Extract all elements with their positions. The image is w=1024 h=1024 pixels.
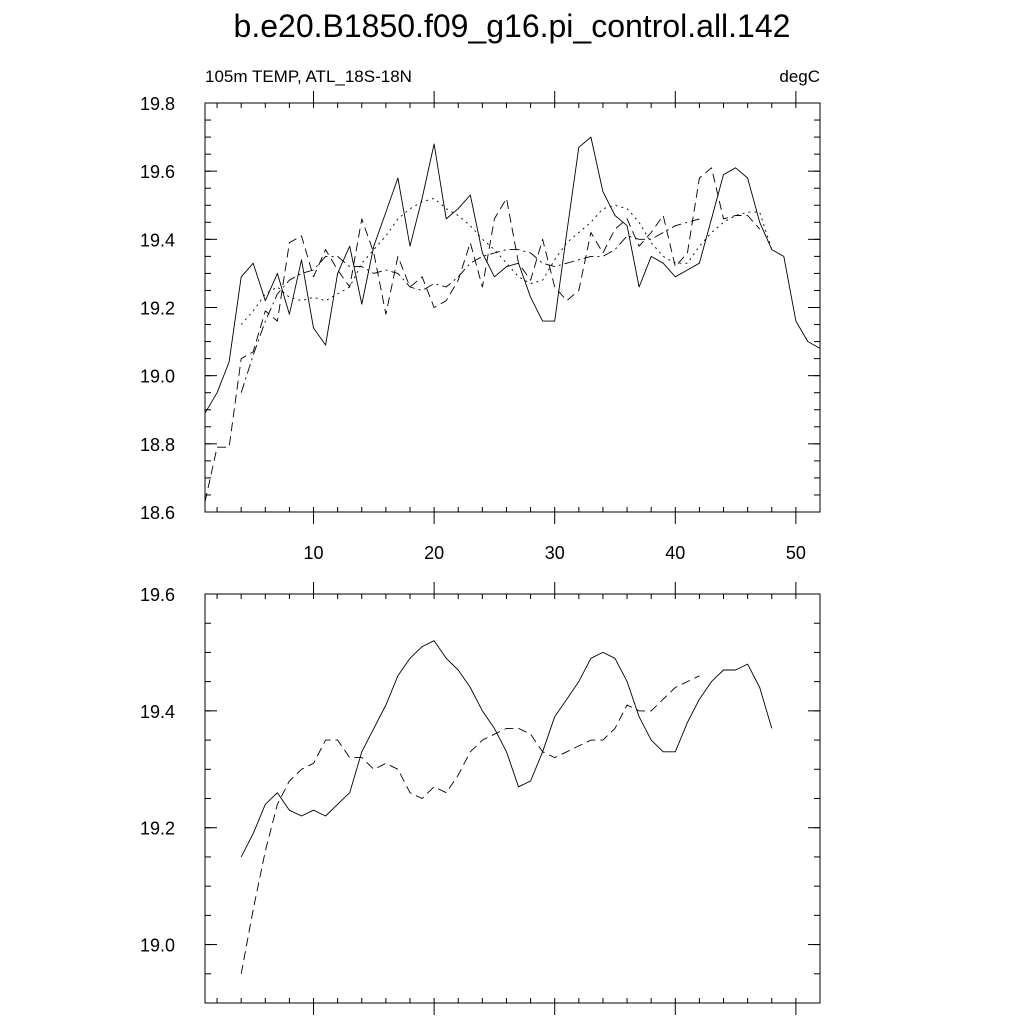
top-series-solid-line xyxy=(204,136,821,414)
top-xtick-label: 50 xyxy=(786,543,806,563)
top-plot-frame xyxy=(204,102,821,513)
top-series-dashdot-line xyxy=(240,218,700,393)
top-xtick-label: 30 xyxy=(545,543,565,563)
top-panel-left-label: 105m TEMP, ATL_18S-18N xyxy=(205,67,412,86)
top-ytick-label: 19.8 xyxy=(140,94,175,114)
bottom-panel: 19.0 19.2 19.4 19.6 xyxy=(140,582,821,1015)
top-ytick-label: 18.8 xyxy=(140,435,175,455)
bottom-plot-frame xyxy=(204,593,821,1004)
bottom-ytick-label: 19.0 xyxy=(140,936,175,956)
top-panel-right-label: degC xyxy=(779,67,820,86)
top-xtick-label: 20 xyxy=(424,543,444,563)
figure-title: b.e20.B1850.f09_g16.pi_control.all.142 xyxy=(234,8,791,44)
top-xtick-label: 10 xyxy=(304,543,324,563)
top-xtick-label: 40 xyxy=(665,543,685,563)
bottom-series-solid-line xyxy=(240,640,773,858)
top-ytick-label: 19.4 xyxy=(140,230,175,250)
top-ytick-label: 18.6 xyxy=(140,503,175,523)
bottom-ytick-label: 19.4 xyxy=(140,702,175,722)
bottom-series-dashed-line xyxy=(240,675,700,974)
top-ytick-label: 19.2 xyxy=(140,299,175,319)
bottom-ytick-label: 19.6 xyxy=(140,585,175,605)
top-panel: 105m TEMP, ATL_18S-18N degC 18.6 18.8 19.0… xyxy=(140,67,821,563)
bottom-ytick-label: 19.2 xyxy=(140,819,175,839)
top-ytick-label: 19.6 xyxy=(140,162,175,182)
top-series-dashed-line xyxy=(204,167,761,502)
top-ytick-label: 19.0 xyxy=(140,367,175,387)
